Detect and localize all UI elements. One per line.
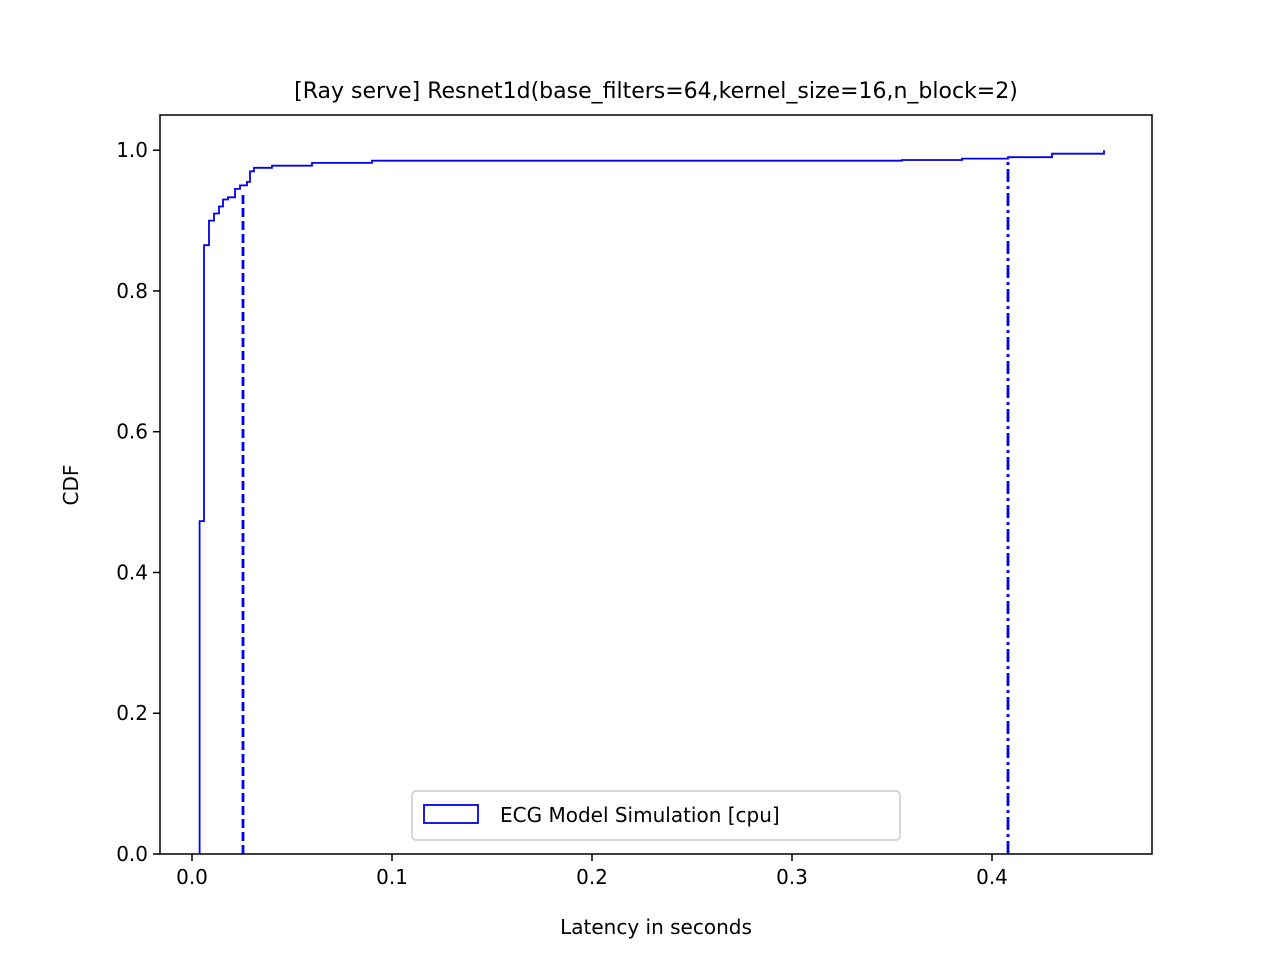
y-axis-label: CDF — [59, 465, 83, 506]
x-axis-label: Latency in seconds — [560, 915, 752, 939]
x-tick-label: 0.3 — [776, 865, 808, 889]
y-tick-label: 0.2 — [116, 701, 148, 725]
legend: ECG Model Simulation [cpu] — [411, 790, 901, 841]
y-tick-label: 0.4 — [116, 560, 148, 584]
x-tick-label: 0.2 — [576, 865, 608, 889]
y-tick-label: 1.0 — [116, 138, 148, 162]
legend-swatch — [423, 804, 479, 824]
series-line-0 — [198, 150, 1105, 854]
chart-title: [Ray serve] Resnet1d(base_filters=64,ker… — [294, 79, 1018, 104]
x-tick-label: 0.0 — [176, 865, 208, 889]
y-axis-ticks: 0.0 0.2 0.4 0.6 0.8 1.0 — [116, 138, 160, 866]
x-tick-label: 0.4 — [976, 865, 1008, 889]
plot-frame — [159, 114, 1153, 855]
y-tick-label: 0.8 — [116, 279, 148, 303]
x-axis-ticks: 0.0 0.1 0.2 0.3 0.4 — [176, 854, 1008, 889]
legend-label: ECG Model Simulation [cpu] — [500, 803, 780, 827]
reference-lines — [241, 160, 1010, 854]
series-group — [198, 150, 1105, 854]
legend-frame — [411, 790, 901, 841]
x-tick-label: 0.1 — [376, 865, 408, 889]
y-tick-label: 0.6 — [116, 420, 148, 444]
y-tick-label: 0.0 — [116, 842, 148, 866]
